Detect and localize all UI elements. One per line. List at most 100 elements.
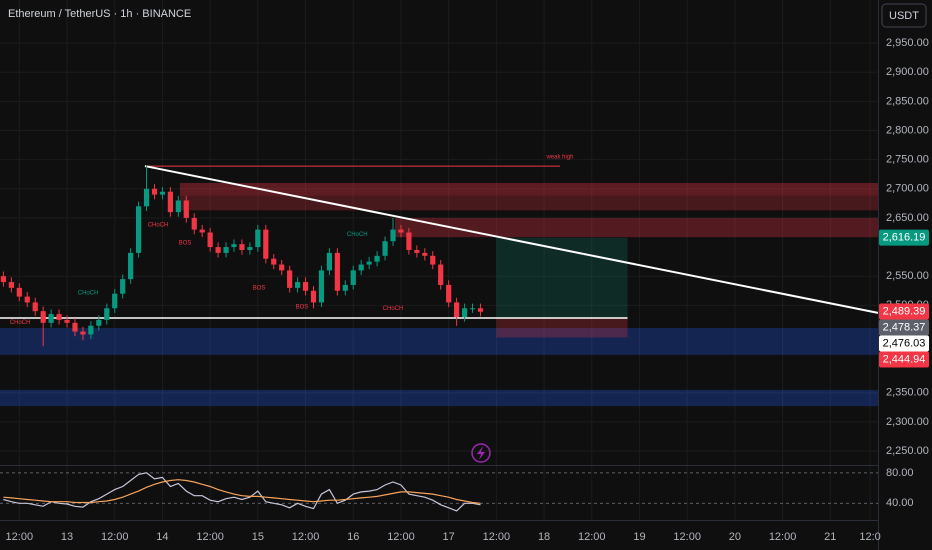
zone — [394, 217, 878, 238]
y-tick-label: 2,700.00 — [886, 183, 929, 195]
price-tag — [879, 335, 929, 352]
candle-body — [247, 247, 253, 250]
candle-body — [72, 322, 78, 332]
rsi-line — [3, 472, 481, 512]
y-tick-label: 2,550.00 — [886, 270, 929, 282]
x-tick-label: 12:00 — [101, 531, 129, 543]
rsi-tick-label: 80.00 — [886, 467, 914, 479]
candle-body — [223, 247, 229, 253]
y-tick-label: 2,800.00 — [886, 124, 929, 136]
alert-icon[interactable] — [471, 443, 491, 463]
candle-body — [334, 252, 340, 291]
candle-body — [310, 290, 317, 303]
candle-body — [430, 255, 436, 265]
candle-body — [477, 308, 484, 312]
candle-body — [454, 302, 460, 317]
currency-label[interactable]: USDT — [889, 10, 919, 22]
y-tick-label: 2,750.00 — [886, 154, 929, 166]
x-tick-label: 12:00 — [387, 531, 415, 543]
candle-body — [446, 284, 452, 303]
zone — [0, 328, 878, 355]
x-tick-label: 16 — [347, 531, 359, 543]
annotation: CHoCH — [148, 223, 169, 229]
x-tick-label: 12:00 — [578, 531, 606, 543]
candle-body — [159, 191, 166, 195]
annotation: BOS — [296, 305, 309, 311]
x-tick-label: 21 — [824, 531, 836, 543]
x-tick-label: 13 — [61, 531, 73, 543]
candle-body — [461, 308, 468, 317]
zone — [0, 389, 878, 407]
x-tick-label: 14 — [156, 531, 168, 543]
x-tick-label: 12:00 — [196, 531, 224, 543]
candle-body — [64, 319, 70, 323]
candle-body — [231, 244, 237, 248]
candle-body — [183, 200, 189, 218]
x-tick-label: 17 — [443, 531, 455, 543]
candle-body — [24, 296, 30, 303]
candle-body — [128, 252, 134, 280]
candle-body — [0, 276, 7, 283]
candle-body — [104, 308, 110, 320]
x-tick-label: 12:00 — [483, 531, 511, 543]
y-tick-label: 2,950.00 — [886, 37, 929, 49]
zone — [179, 195, 879, 211]
candle-body — [135, 206, 142, 253]
candle-body — [398, 229, 404, 233]
candle-body — [96, 319, 102, 326]
x-tick-label: 12:00 — [292, 531, 320, 543]
candle-body — [16, 287, 22, 297]
candle-body — [151, 188, 158, 195]
candle-body — [199, 229, 205, 233]
y-tick-label: 2,900.00 — [886, 66, 929, 78]
zone — [179, 182, 879, 196]
price-tag-label: 2,444.94 — [883, 353, 926, 365]
x-tick-label: 12:00 — [6, 531, 34, 543]
price-tag-label: 2,489.39 — [883, 305, 926, 317]
candle-body — [40, 311, 46, 323]
currency-button[interactable] — [881, 3, 927, 28]
candle-body — [120, 279, 126, 294]
candle-body — [207, 232, 213, 248]
annotation: BOS — [253, 285, 266, 291]
candle-body — [56, 314, 62, 320]
x-tick-label: 18 — [538, 531, 550, 543]
annotation: weak high — [545, 154, 573, 160]
candle-body — [175, 200, 181, 213]
candle-body — [390, 229, 396, 242]
candle-body — [438, 264, 444, 285]
candle-body — [263, 229, 269, 259]
alert-bolt[interactable] — [477, 446, 485, 460]
candle-body — [326, 252, 332, 271]
x-tick-label: 12:00 — [769, 531, 797, 543]
candle-body — [279, 264, 285, 271]
candle-body — [366, 261, 372, 265]
y-tick-label: 2,250.00 — [886, 445, 929, 457]
candle-body — [48, 314, 54, 323]
candle-body — [358, 264, 364, 271]
annotation: CHoCH — [347, 232, 368, 238]
price-tag-label: 2,616.19 — [883, 232, 926, 244]
x-tick-label: 19 — [633, 531, 645, 543]
alert-circle[interactable] — [471, 443, 491, 463]
candle-body — [271, 258, 277, 265]
y-tick-label: 2,650.00 — [886, 212, 929, 224]
x-tick-label: 12:00 — [673, 531, 701, 543]
drawn-line — [144, 165, 879, 314]
candle-body — [382, 241, 388, 256]
candle-body — [294, 282, 301, 288]
candle-body — [318, 270, 325, 303]
candle-body — [422, 252, 428, 256]
x-tick-label: 20 — [729, 531, 741, 543]
annotation: CHoCH — [10, 320, 31, 326]
candle-body — [112, 293, 118, 309]
candle-body — [469, 308, 476, 310]
candle-body — [167, 191, 173, 213]
candle-body — [302, 282, 309, 291]
candle-body — [8, 282, 14, 288]
price-tag — [879, 351, 929, 368]
candle-body — [215, 247, 221, 253]
y-tick-label: 2,300.00 — [886, 416, 929, 428]
